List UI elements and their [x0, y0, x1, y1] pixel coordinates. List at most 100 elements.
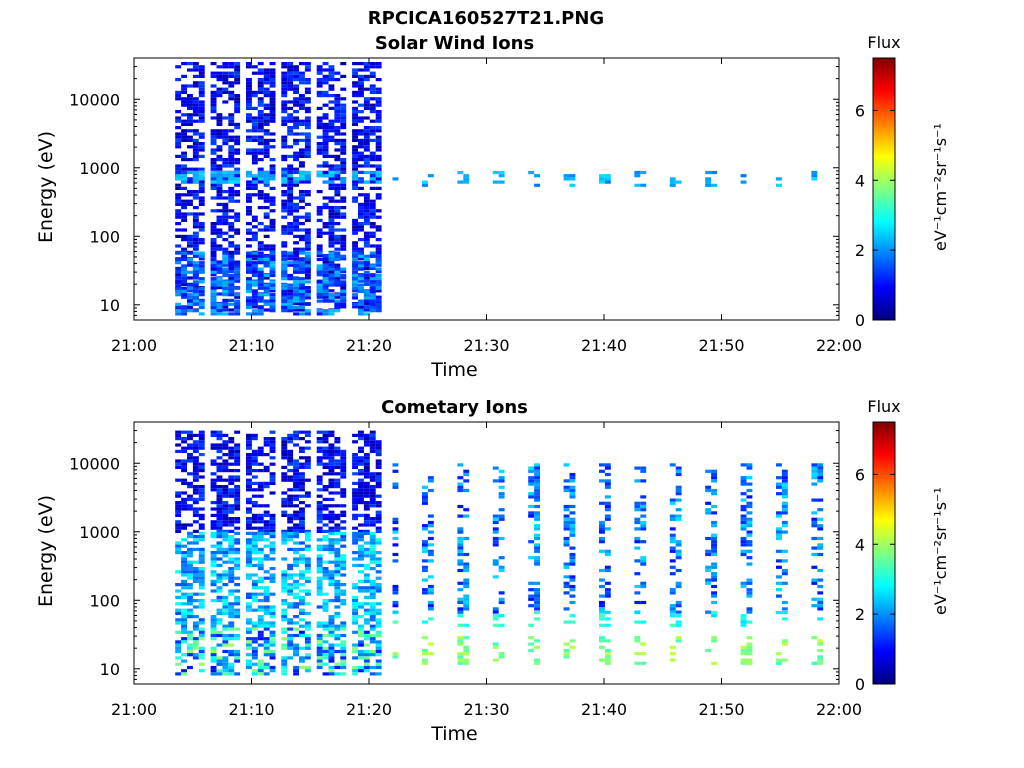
heatmap-cell	[228, 298, 235, 302]
heatmap-cell	[234, 295, 241, 299]
heatmap-cell	[210, 472, 217, 476]
heatmap-cell	[216, 669, 223, 673]
heatmap-cell	[181, 491, 187, 495]
heatmap-cell	[811, 524, 818, 528]
heatmap-cell	[228, 491, 235, 495]
heatmap-cell	[293, 462, 299, 466]
heatmap-cell	[328, 276, 335, 280]
heatmap-cell	[222, 308, 229, 312]
heatmap-cell	[340, 196, 347, 200]
heatmap-cell	[746, 511, 753, 515]
heatmap-cell	[175, 541, 182, 545]
heatmap-cell	[246, 199, 252, 203]
heatmap-cell	[334, 662, 341, 666]
heatmap-cell	[234, 161, 241, 165]
heatmap-cell	[269, 113, 276, 117]
heatmap-cell	[251, 71, 258, 75]
colorbar-tick-label: 0	[855, 311, 865, 330]
heatmap-cell	[304, 238, 311, 242]
heatmap-cell	[534, 466, 540, 470]
heatmap-cell	[363, 475, 370, 479]
heatmap-cell	[210, 174, 217, 178]
heatmap-cell	[299, 174, 305, 178]
heatmap-cell	[304, 567, 311, 571]
heatmap-cell	[369, 293, 376, 297]
heatmap-cell	[299, 270, 305, 274]
heatmap-cell	[304, 174, 311, 178]
heatmap-cell	[175, 183, 182, 187]
heatmap-cell	[228, 280, 235, 284]
heatmap-cell	[776, 533, 782, 537]
heatmap-cell	[216, 119, 223, 123]
heatmap-cell	[811, 578, 818, 582]
heatmap-cell	[334, 672, 341, 676]
heatmap-cell	[222, 608, 229, 612]
heatmap-cell	[257, 579, 264, 583]
heatmap-cell	[358, 488, 364, 492]
heatmap-cell	[675, 549, 682, 553]
heatmap-cell	[811, 170, 818, 175]
heatmap-cell	[281, 541, 288, 545]
heatmap-cell	[358, 497, 364, 501]
heatmap-cell	[187, 298, 193, 302]
heatmap-cell	[299, 267, 305, 271]
heatmap-cell	[269, 526, 276, 530]
heatmap-cell	[187, 257, 193, 262]
heatmap-cell	[640, 581, 647, 585]
heatmap-cell	[251, 138, 258, 142]
heatmap-cell	[711, 476, 717, 480]
heatmap-cell	[293, 437, 299, 441]
heatmap-cell	[299, 478, 305, 482]
heatmap-cell	[534, 472, 540, 477]
heatmap-cell	[287, 273, 294, 278]
heatmap-cell	[228, 286, 235, 290]
heatmap-cell	[746, 588, 753, 592]
heatmap-cell	[534, 469, 540, 473]
heatmap-cell	[369, 154, 376, 158]
heatmap-cell	[234, 247, 241, 251]
heatmap-cell	[216, 244, 223, 248]
heatmap-cell	[358, 251, 364, 255]
heatmap-cell	[293, 649, 299, 654]
y-tick-label: 10000	[69, 454, 120, 473]
heatmap-cell	[334, 637, 341, 641]
heatmap-cell	[604, 655, 611, 659]
heatmap-cell	[363, 520, 370, 524]
heatmap-cell	[369, 433, 376, 437]
heatmap-cell	[228, 481, 235, 485]
heatmap-cell	[192, 621, 199, 625]
heatmap-cell	[246, 87, 252, 91]
heatmap-cell	[363, 630, 370, 634]
heatmap-cell	[257, 662, 264, 666]
heatmap-cell	[358, 273, 364, 278]
heatmap-cell	[210, 241, 217, 245]
heatmap-cell	[363, 170, 370, 175]
heatmap-cell	[375, 510, 382, 514]
heatmap-cell	[187, 103, 193, 107]
heatmap-cell	[634, 559, 641, 563]
heatmap-cell	[352, 615, 358, 619]
heatmap-cell	[740, 620, 747, 624]
heatmap-cell	[669, 533, 676, 537]
heatmap-cell	[427, 536, 434, 541]
heatmap-cell	[340, 215, 347, 219]
heatmap-cell	[358, 206, 364, 210]
heatmap-cell	[534, 488, 540, 493]
heatmap-cell	[269, 100, 276, 104]
heatmap-cell	[281, 254, 288, 258]
heatmap-cell	[192, 472, 199, 476]
heatmap-cell	[246, 517, 252, 521]
heatmap-cell	[287, 517, 294, 521]
heatmap-cell	[198, 84, 205, 88]
heatmap-cell	[352, 225, 358, 229]
heatmap-cell	[234, 293, 241, 297]
heatmap-cell	[269, 513, 276, 517]
heatmap-cell	[246, 643, 252, 647]
heatmap-cell	[299, 286, 305, 290]
heatmap-cell	[316, 570, 323, 574]
heatmap-cell	[299, 103, 305, 107]
heatmap-cell	[234, 541, 241, 545]
heatmap-cell	[604, 177, 611, 181]
heatmap-cell	[363, 100, 370, 104]
heatmap-cell	[369, 586, 376, 590]
